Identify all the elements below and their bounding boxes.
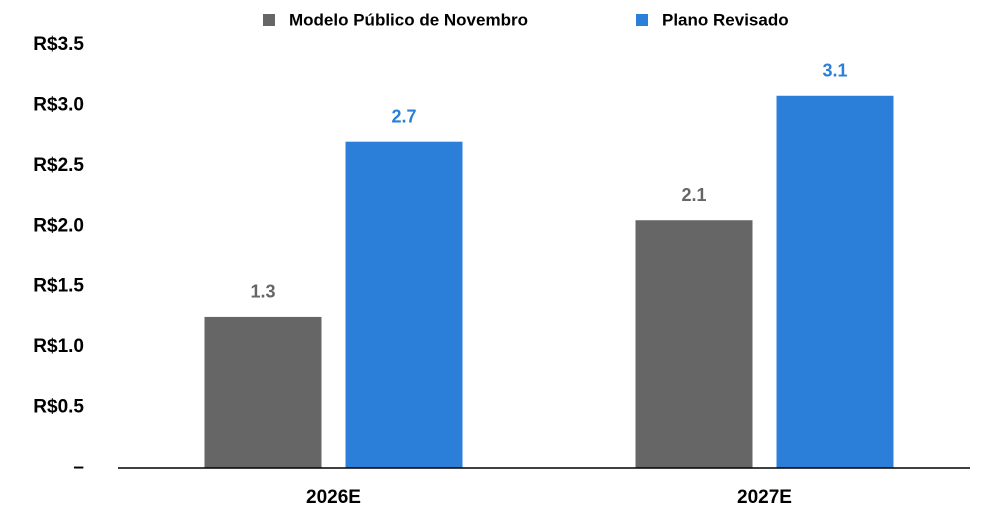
bar bbox=[204, 316, 322, 468]
y-tick-label: R$1.0 bbox=[33, 336, 84, 357]
legend-label: Modelo Público de Novembro bbox=[289, 10, 528, 29]
data-label: 2.1 bbox=[681, 185, 706, 205]
y-tick-label: R$2.0 bbox=[33, 215, 84, 236]
legend-swatch bbox=[636, 14, 648, 26]
y-tick-label: R$0.5 bbox=[33, 397, 84, 418]
legend-label: Plano Revisado bbox=[662, 10, 789, 29]
x-tick-label: 2027E bbox=[737, 487, 792, 508]
bar bbox=[776, 95, 894, 468]
legend-swatch bbox=[263, 14, 275, 26]
y-tick-label: R$1.5 bbox=[33, 276, 84, 297]
data-label: 3.1 bbox=[822, 61, 847, 81]
bar bbox=[345, 141, 463, 468]
y-tick-label: R$3.0 bbox=[33, 94, 84, 115]
y-tick-label: – bbox=[73, 457, 84, 478]
data-label: 1.3 bbox=[250, 282, 275, 302]
x-tick-label: 2026E bbox=[306, 487, 361, 508]
data-label: 2.7 bbox=[391, 106, 416, 126]
y-tick-label: R$3.5 bbox=[33, 34, 84, 55]
bar bbox=[635, 220, 753, 468]
y-tick-label: R$2.5 bbox=[33, 155, 84, 176]
